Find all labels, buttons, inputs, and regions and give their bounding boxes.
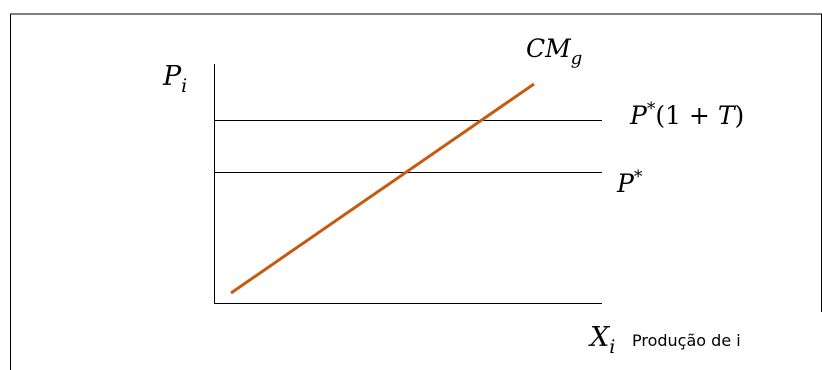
x-axis-label: Xi (588, 322, 615, 358)
y-axis-label-subscript: i (181, 75, 187, 97)
upper-line-label-suffix: (1 + (655, 101, 718, 130)
x-axis-label-subscript: i (609, 336, 615, 358)
lower-line-label-superscript: * (634, 167, 643, 187)
y-axis-label: Pi (162, 61, 187, 97)
x-axis-caption: Produção de i (632, 331, 741, 350)
y-axis-label-symbol: P (162, 61, 182, 92)
curve-label: CMg (526, 34, 582, 69)
lower-line-label: P* (616, 167, 643, 198)
upper-line-label-t: T (718, 101, 737, 130)
upper-line-label: P*(1 + T) (629, 99, 744, 130)
upper-line-label-superscript: * (647, 99, 656, 119)
upper-line-label-base: P (629, 101, 648, 130)
x-axis-label-symbol: X (588, 322, 611, 353)
curve-label-subscript: g (571, 48, 583, 69)
marginal-cost-curve (230, 82, 535, 295)
lower-line-label-base: P (616, 169, 635, 198)
upper-line-label-close: ) (735, 101, 745, 130)
curve-label-symbol: CM (526, 34, 572, 63)
